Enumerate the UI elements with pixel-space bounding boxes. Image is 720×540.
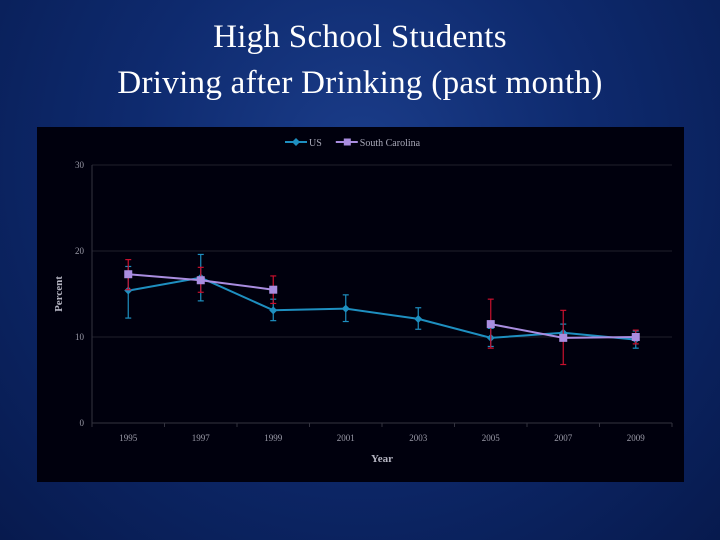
y-tick-label: 20 xyxy=(75,246,85,256)
south-carolina-point xyxy=(269,285,278,294)
x-tick-label: 2001 xyxy=(337,433,355,443)
y-tick-label: 0 xyxy=(80,418,85,428)
x-tick-label: 2009 xyxy=(627,433,646,443)
legend-south-carolina-marker xyxy=(343,138,351,146)
us-series-line xyxy=(128,276,636,341)
slide-title: High School Students Driving after Drink… xyxy=(0,14,720,106)
y-tick-label: 10 xyxy=(75,332,85,342)
y-axis-title: Percent xyxy=(53,276,65,312)
x-tick-label: 1995 xyxy=(119,433,138,443)
slide-title-line-2: Driving after Drinking (past month) xyxy=(117,65,603,101)
y-tick-label: 30 xyxy=(75,160,85,170)
legend-us-marker xyxy=(292,138,300,146)
legend-south-carolina-label: South Carolina xyxy=(360,138,421,149)
x-axis-title: Year xyxy=(371,453,393,465)
x-tick-label: 2007 xyxy=(554,433,573,443)
x-tick-label: 2005 xyxy=(482,433,501,443)
us-point xyxy=(124,286,133,295)
chart-panel: 0 10 20 30 1995 1997 1999 2001 2003 2005 2007 2009 Y… xyxy=(37,127,684,482)
south-carolina-point xyxy=(486,320,495,329)
us-point xyxy=(269,306,278,315)
us-point xyxy=(414,314,423,323)
south-carolina-point xyxy=(559,333,568,342)
legend-us-label: US xyxy=(309,138,322,149)
south-carolina-point xyxy=(196,276,205,285)
south-carolina-point xyxy=(631,333,640,341)
us-point xyxy=(341,304,350,313)
slide-title-line-1: High School Students xyxy=(213,19,507,55)
x-tick-label: 1999 xyxy=(264,433,283,443)
x-tick-label: 1997 xyxy=(192,433,211,443)
south-carolina-point xyxy=(124,270,133,279)
x-tick-label: 2003 xyxy=(409,433,428,443)
line-chart: 0 10 20 30 1995 1997 1999 2001 2003 2005 2007 2009 Y… xyxy=(53,138,673,465)
